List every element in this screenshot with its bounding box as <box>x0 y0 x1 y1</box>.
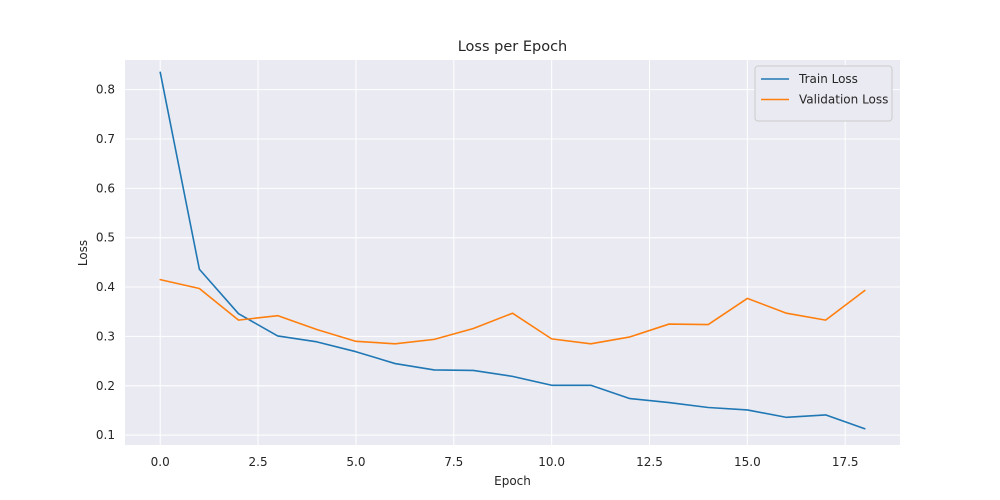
x-tick-label: 7.5 <box>444 455 463 469</box>
y-tick-label: 0.4 <box>96 280 115 294</box>
x-axis-label: Epoch <box>494 474 531 488</box>
legend-label: Train Loss <box>798 72 858 86</box>
series-line-0 <box>159 71 866 430</box>
legend: Train Loss Validation Loss <box>754 65 893 122</box>
y-tick-label: 0.5 <box>96 231 115 245</box>
y-tick-label: 0.8 <box>96 83 115 97</box>
y-tick-labels: 0.1 0.2 0.3 0.4 0.5 0.6 0.7 0.8 <box>96 83 115 443</box>
series-lines <box>159 71 866 430</box>
x-tick-label: 0.0 <box>151 455 170 469</box>
y-tick-label: 0.2 <box>96 379 115 393</box>
legend-box <box>754 65 893 122</box>
x-tick-label: 5.0 <box>346 455 365 469</box>
x-tick-labels: 0.0 2.5 5.0 7.5 10.0 12.5 15.0 17.5 <box>151 455 859 469</box>
x-tick-label: 10.0 <box>538 455 565 469</box>
grid <box>125 60 900 445</box>
x-tick-label: 12.5 <box>636 455 663 469</box>
x-tick-label: 17.5 <box>832 455 859 469</box>
y-tick-label: 0.1 <box>96 428 115 442</box>
chart-title: Loss per Epoch <box>458 39 568 55</box>
x-tick-label: 15.0 <box>734 455 761 469</box>
x-tick-label: 2.5 <box>249 455 268 469</box>
series-line-1 <box>159 278 866 345</box>
plot-area <box>125 60 900 445</box>
y-tick-label: 0.7 <box>96 132 115 146</box>
y-axis-label: Loss <box>76 240 90 266</box>
y-tick-label: 0.3 <box>96 329 115 343</box>
y-tick-label: 0.6 <box>96 181 115 195</box>
legend-label: Validation Loss <box>799 93 888 107</box>
